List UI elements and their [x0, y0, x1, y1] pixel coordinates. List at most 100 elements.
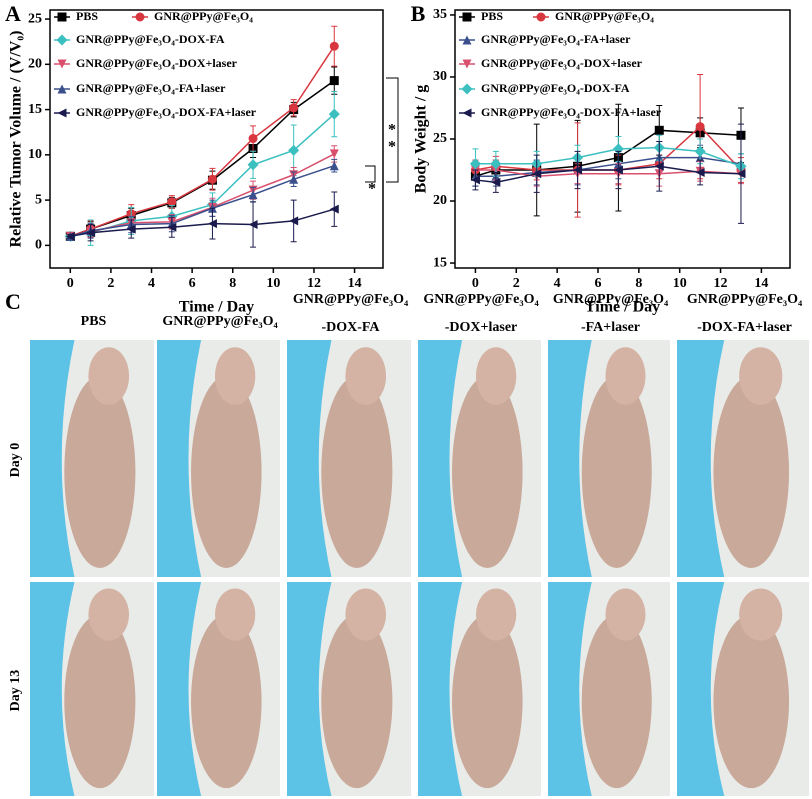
column-label: GNR@PPy@Fe₃O₄ — [687, 292, 803, 307]
series-line — [475, 165, 741, 184]
series-line — [70, 45, 335, 238]
mouse-body — [452, 614, 523, 789]
mouse-photo — [157, 340, 280, 577]
x-tick-label: 14 — [754, 276, 768, 291]
mouse-body — [581, 376, 652, 568]
data-point — [207, 174, 217, 184]
legend-marker — [57, 108, 67, 118]
data-point — [248, 220, 258, 230]
data-point — [248, 134, 258, 144]
x-tick-label: 6 — [594, 276, 601, 291]
data-point — [469, 158, 481, 170]
x-tick-label: 12 — [307, 276, 321, 291]
glove — [157, 582, 202, 796]
bracket — [386, 77, 399, 183]
glove — [548, 582, 592, 796]
data-point — [167, 222, 177, 232]
x-tick-label: 8 — [229, 276, 236, 291]
mouse-head — [475, 588, 517, 641]
legend-marker — [462, 108, 472, 118]
data-point — [248, 190, 258, 200]
mouse-head — [214, 588, 256, 641]
glove — [287, 582, 332, 796]
legend-marker — [135, 12, 145, 22]
data-point — [613, 165, 623, 175]
panel-label: A — [5, 1, 21, 26]
x-tick-label: 12 — [714, 276, 728, 291]
x-tick-label: 2 — [513, 276, 520, 291]
data-point — [289, 103, 299, 113]
row-label: Day 13 — [8, 670, 23, 712]
data-point — [695, 167, 705, 177]
series-line — [475, 146, 742, 167]
data-point — [329, 41, 339, 51]
data-point — [328, 108, 340, 120]
legend-label: GNR@PPy@Fe₃O₄-FA+laser — [481, 32, 631, 46]
legend-label: GNR@PPy@Fe₃O₄-DOX-FA+laser — [481, 105, 662, 119]
panel-label: B — [411, 1, 426, 26]
legend-label: GNR@PPy@Fe₃O₄-DOX-FA+laser — [76, 105, 257, 119]
y-tick-label: 25 — [28, 11, 42, 26]
mouse-photo — [287, 340, 411, 577]
y-axis-label: Relative Tumor Volume / (V/V₀) — [8, 31, 25, 248]
legend-label: GNR@PPy@Fe₃O₄-FA+laser — [76, 81, 226, 95]
mouse-body — [581, 614, 652, 789]
x-tick-label: 6 — [189, 276, 196, 291]
mouse-photo — [157, 582, 280, 796]
legend-marker — [462, 35, 472, 45]
series-line — [475, 156, 742, 177]
y-tick-label: 25 — [433, 131, 447, 146]
mouse-head — [475, 347, 517, 405]
mouse-photo — [548, 582, 670, 796]
data-point — [694, 145, 706, 157]
x-axis-label: Time / Day — [585, 299, 660, 316]
column-label: -FA+laser — [581, 320, 640, 335]
significance-star: * — [388, 122, 396, 139]
glove — [677, 340, 725, 577]
mouse-body — [321, 376, 393, 568]
mouse-photo — [418, 582, 541, 796]
column-label: PBS — [81, 314, 107, 329]
data-point — [126, 224, 136, 234]
glove — [29, 340, 75, 577]
significance-brackets — [365, 77, 399, 183]
glove — [548, 340, 592, 577]
mouse-photo — [29, 582, 154, 796]
y-tick-label: 20 — [433, 193, 447, 208]
data-point — [654, 125, 664, 135]
legend-label: GNR@PPy@Fe₃O₄-DOX-FA — [481, 81, 630, 95]
data-point — [490, 158, 502, 170]
data-point — [288, 144, 300, 156]
mouse-body — [713, 376, 790, 568]
legend-label: GNR@PPy@Fe₃O₄-DOX+laser — [481, 56, 643, 70]
mouse-head — [345, 588, 387, 641]
data-point — [736, 169, 746, 179]
legend-label: PBS — [481, 9, 503, 23]
data-point — [695, 122, 705, 132]
mouse-head — [88, 347, 130, 405]
y-tick-label: 15 — [28, 102, 42, 117]
data-point — [289, 174, 299, 184]
column-label: -DOX+laser — [445, 320, 518, 335]
data-point — [654, 161, 664, 171]
legend-marker — [57, 59, 67, 69]
x-tick-label: 8 — [635, 276, 642, 291]
series-line — [70, 164, 335, 238]
mouse-photo — [29, 340, 154, 577]
data-point — [329, 76, 339, 86]
mouse-photo — [287, 582, 411, 796]
data-point — [329, 149, 339, 159]
mouse-body — [191, 614, 262, 789]
mouse-head — [605, 588, 646, 641]
x-tick-label: 0 — [472, 276, 479, 291]
x-tick-label: 10 — [673, 276, 687, 291]
mouse-head — [605, 347, 646, 405]
x-tick-label: 0 — [67, 276, 74, 291]
data-point — [86, 228, 96, 238]
column-label: -DOX-FA+laser — [697, 320, 792, 335]
y-tick-label: 10 — [28, 147, 42, 162]
panel-label: C — [5, 289, 21, 314]
data-point — [289, 216, 299, 226]
